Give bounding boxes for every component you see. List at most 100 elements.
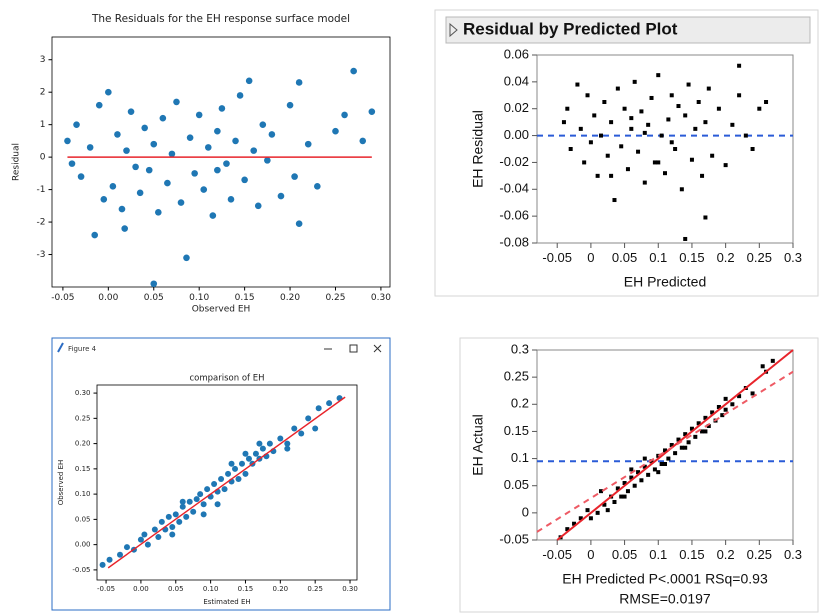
point (599, 489, 603, 494)
point (277, 192, 285, 200)
point (176, 518, 183, 525)
y-tick-label: 0.06 (504, 46, 529, 61)
point (304, 140, 312, 148)
window-icon (57, 342, 64, 353)
point (312, 425, 319, 432)
point (737, 63, 742, 68)
point (588, 140, 593, 145)
point (137, 536, 144, 543)
point (150, 140, 158, 148)
point (703, 215, 708, 220)
y-tick-label: 0.30 (75, 389, 91, 397)
y-tick-label: -0.08 (499, 234, 529, 249)
point (123, 147, 130, 154)
point (703, 429, 708, 434)
close-button[interactable] (373, 344, 382, 353)
point (619, 144, 624, 149)
x-tick-label: 0.15 (679, 547, 704, 562)
point (221, 486, 228, 493)
point (155, 534, 162, 541)
point (211, 481, 218, 488)
annotation: RMSE=0.0197 (619, 591, 711, 607)
point (693, 126, 698, 131)
point (693, 434, 698, 439)
x-tick-label: 0.25 (325, 293, 345, 303)
point (565, 527, 570, 532)
y-axis-label: EH Residual (470, 110, 486, 188)
point (659, 462, 664, 466)
point (669, 443, 674, 447)
point (673, 147, 678, 151)
point (609, 120, 614, 125)
point (683, 236, 688, 241)
x-tick-label: 0.2 (717, 547, 735, 562)
point (723, 396, 728, 401)
point (172, 511, 179, 518)
point (132, 163, 139, 171)
point (159, 114, 167, 122)
point (127, 108, 135, 115)
point (679, 187, 684, 192)
x-tick-label: 0.10 (203, 585, 219, 593)
point (183, 513, 190, 520)
point (723, 407, 728, 412)
point (669, 140, 674, 145)
point (716, 106, 721, 111)
x-tick-label: 0.20 (280, 293, 300, 303)
point (764, 100, 769, 104)
point (214, 501, 221, 508)
point (259, 445, 266, 452)
chart-title: The Residuals for the EH response surfac… (91, 13, 350, 25)
point (242, 470, 249, 477)
point (197, 491, 204, 498)
point (155, 209, 162, 216)
point (141, 531, 148, 538)
x-tick-label: 0.15 (679, 250, 704, 265)
point (629, 116, 634, 121)
x-axis-label: EH Predicted P<.0001 RSq=0.93 (562, 571, 768, 587)
point (578, 516, 583, 521)
point (619, 494, 624, 499)
point (227, 196, 235, 203)
point (649, 95, 654, 100)
point (295, 220, 303, 227)
point (291, 425, 298, 432)
point (332, 127, 339, 135)
point (686, 440, 691, 445)
point (252, 450, 259, 457)
point (118, 205, 126, 213)
point (676, 104, 681, 109)
point (663, 171, 667, 176)
point (200, 501, 207, 508)
point (568, 147, 573, 151)
x-tick-label: 0.1 (649, 250, 667, 265)
point (656, 160, 661, 165)
point (177, 199, 185, 206)
point (359, 137, 367, 145)
point (106, 556, 113, 563)
point (656, 470, 661, 475)
point (639, 478, 644, 483)
point (585, 93, 590, 98)
x-tick-label: 0.10 (189, 293, 209, 303)
point (245, 77, 253, 85)
disclosure-icon[interactable] (449, 22, 458, 38)
point (183, 254, 190, 262)
x-tick-label: 0.05 (168, 585, 184, 593)
y-tick-label: -0.05 (72, 566, 90, 574)
point (204, 144, 212, 151)
point (209, 212, 217, 219)
point (599, 133, 603, 138)
maximize-button[interactable] (349, 344, 358, 353)
point (700, 429, 705, 434)
point (173, 98, 180, 106)
point (136, 189, 144, 197)
y-tick-label: 0.3 (511, 341, 529, 356)
point (592, 113, 597, 118)
point (686, 82, 691, 87)
fit-line (107, 396, 346, 569)
point (689, 157, 694, 162)
point (595, 173, 600, 178)
point (663, 448, 667, 453)
point (710, 410, 715, 415)
